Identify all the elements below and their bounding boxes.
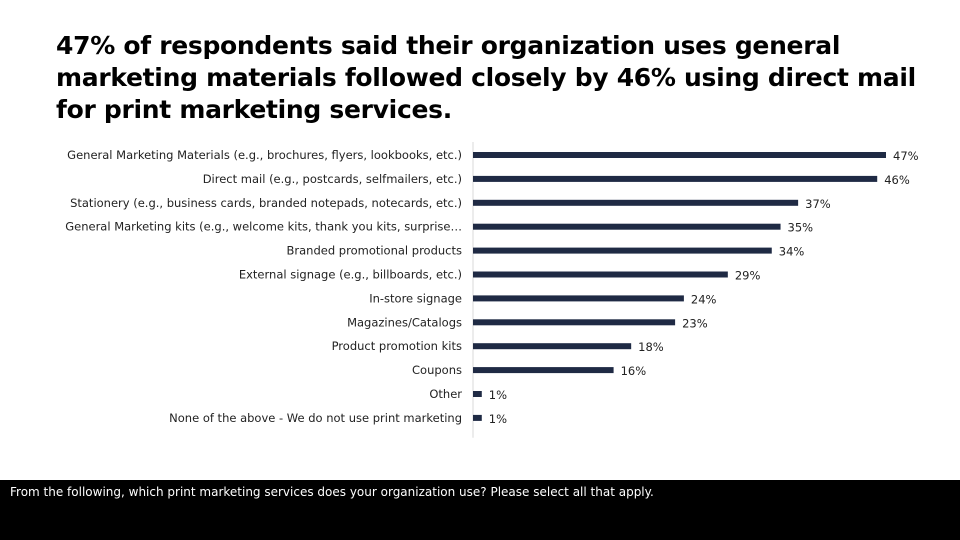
- bar: [473, 295, 684, 302]
- bar: [473, 391, 482, 397]
- value-label: 35%: [788, 221, 814, 235]
- bar: [473, 343, 632, 350]
- category-label: Coupons: [412, 363, 462, 377]
- category-label: General Marketing kits (e.g., welcome ki…: [65, 220, 462, 234]
- value-label: 16%: [621, 364, 647, 378]
- category-label: Magazines/Catalogs: [347, 315, 462, 329]
- bar-chart: General Marketing Materials (e.g., broch…: [65, 142, 919, 438]
- value-label: 29%: [735, 269, 761, 283]
- category-label: Direct mail (e.g., postcards, selfmailer…: [203, 172, 462, 186]
- category-label: General Marketing Materials (e.g., broch…: [67, 148, 462, 162]
- bar: [473, 175, 878, 182]
- value-label: 34%: [779, 245, 805, 259]
- value-label: 24%: [691, 292, 717, 306]
- bar: [473, 223, 781, 230]
- survey-question: From the following, which print marketin…: [10, 485, 654, 499]
- bar: [473, 319, 676, 326]
- bar: [473, 152, 886, 158]
- category-label: Other: [429, 387, 462, 401]
- category-label: None of the above - We do not use print …: [169, 411, 462, 425]
- value-label: 47%: [893, 149, 919, 163]
- value-label: 23%: [682, 316, 708, 330]
- category-label: Stationery (e.g., business cards, brande…: [70, 196, 462, 210]
- bar: [473, 271, 728, 278]
- category-label: Branded promotional products: [287, 244, 462, 258]
- category-label: In-store signage: [369, 291, 462, 305]
- bar: [473, 414, 482, 421]
- footer-bar: From the following, which print marketin…: [0, 480, 960, 540]
- value-label: 18%: [638, 340, 664, 354]
- value-label: 1%: [489, 388, 507, 402]
- bar: [473, 367, 614, 374]
- bar: [473, 199, 799, 206]
- value-label: 46%: [884, 173, 910, 187]
- value-label: 37%: [805, 197, 831, 211]
- category-label: Product promotion kits: [332, 339, 462, 353]
- category-label: External signage (e.g., billboards, etc.…: [239, 268, 462, 282]
- value-label: 1%: [489, 412, 507, 426]
- chart-title: 47% of respondents said their organizati…: [56, 31, 916, 124]
- bar: [473, 247, 772, 254]
